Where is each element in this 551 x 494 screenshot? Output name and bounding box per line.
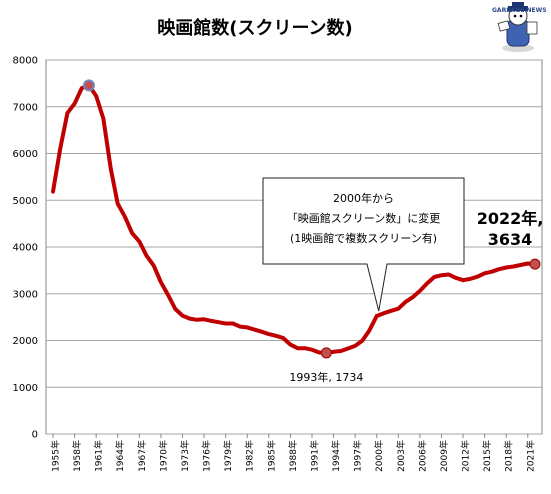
x-tick-label: 1994年 — [330, 440, 342, 472]
x-tick-label: 2018年 — [503, 440, 515, 472]
last-point-label-year: 2022年, — [477, 209, 544, 228]
highlight-point — [320, 347, 332, 359]
callout-text-line2: 「映画館スクリーン数」に変更 — [287, 211, 440, 225]
y-tick-label: 0 — [32, 430, 38, 441]
y-tick-label: 3000 — [13, 289, 38, 300]
y-tick-label: 1000 — [13, 383, 38, 394]
callout-box — [262, 177, 465, 312]
x-tick-label: 2009年 — [438, 440, 450, 472]
mascot-icon: GARBAGE NEWS — [492, 2, 547, 52]
x-tick-label: 2000年 — [373, 440, 385, 472]
x-tick-label: 1997年 — [352, 440, 364, 472]
y-tick-label: 8000 — [13, 56, 38, 67]
x-tick-label: 1964年 — [114, 440, 126, 472]
x-tick-label: 1970年 — [157, 440, 169, 472]
x-tick-label: 1991年 — [308, 440, 320, 472]
x-tick-label: 1988年 — [287, 440, 299, 472]
x-tick-label: 1958年 — [71, 440, 83, 472]
y-tick-label: 7000 — [13, 102, 38, 113]
last-point-label-value: 3634 — [488, 230, 533, 249]
x-tick-label: 1982年 — [244, 440, 256, 472]
x-tick-label: 1979年 — [222, 440, 234, 472]
mascot-label: GARBAGE NEWS — [492, 7, 547, 14]
y-tick-label: 6000 — [13, 149, 38, 160]
x-tick-label: 2015年 — [481, 440, 493, 472]
x-tick-label: 1973年 — [179, 440, 191, 472]
x-tick-label: 2006年 — [416, 440, 428, 472]
x-tick-label: 1967年 — [136, 440, 148, 472]
x-tick-label: 1985年 — [265, 440, 277, 472]
y-tick-label: 2000 — [13, 336, 38, 347]
min-point-label: 1993年, 1734 — [289, 370, 363, 384]
y-tick-label: 5000 — [13, 196, 38, 207]
x-tick-label: 2021年 — [524, 440, 536, 472]
x-tick-label: 2012年 — [460, 440, 472, 472]
callout-text-line1: 2000年から — [333, 191, 394, 205]
highlight-point — [82, 79, 95, 92]
plot-area: 0 1000 2000 3000 4000 5000 6000 7000 8000 1955年 19… — [13, 56, 544, 472]
series-line — [51, 83, 537, 355]
chart-title: 映画館数(スクリーン数) — [157, 17, 353, 39]
x-tick-label: 1976年 — [201, 440, 213, 472]
callout-text-line3: (1映画館で複数スクリーン有) — [290, 231, 437, 245]
highlight-point — [529, 258, 541, 270]
x-tick-label: 1961年 — [93, 440, 105, 472]
x-tick-label: 1955年 — [50, 440, 62, 472]
y-tick-label: 4000 — [13, 243, 38, 254]
x-tick-label: 2003年 — [395, 440, 407, 472]
